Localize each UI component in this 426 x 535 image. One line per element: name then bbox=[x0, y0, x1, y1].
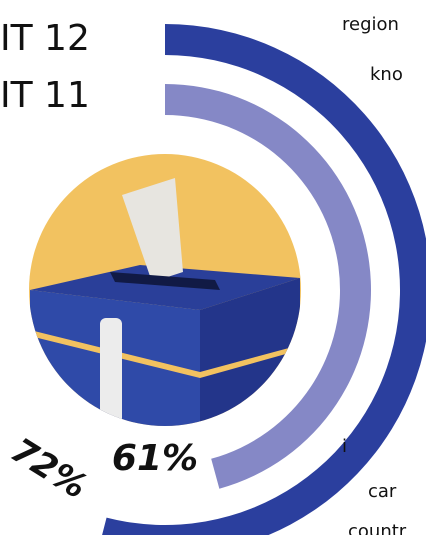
body-text: region bbox=[342, 14, 399, 35]
series-label: IT 12 bbox=[0, 18, 90, 59]
value-label: 61% bbox=[112, 438, 198, 479]
body-text: countr bbox=[348, 521, 407, 535]
series-label: IT 11 bbox=[0, 75, 90, 116]
body-text: car bbox=[368, 481, 397, 502]
value-label: 72% bbox=[4, 430, 94, 507]
body-text: i bbox=[342, 436, 347, 457]
body-text: kno bbox=[370, 64, 403, 85]
chart: IT 12 IT 11 72% 61% region kno i car countr bbox=[0, 0, 426, 535]
page: IT 12 IT 11 72%61%regionknoicarcountr ((… bbox=[0, 0, 426, 535]
ballot-illustration bbox=[20, 150, 320, 448]
